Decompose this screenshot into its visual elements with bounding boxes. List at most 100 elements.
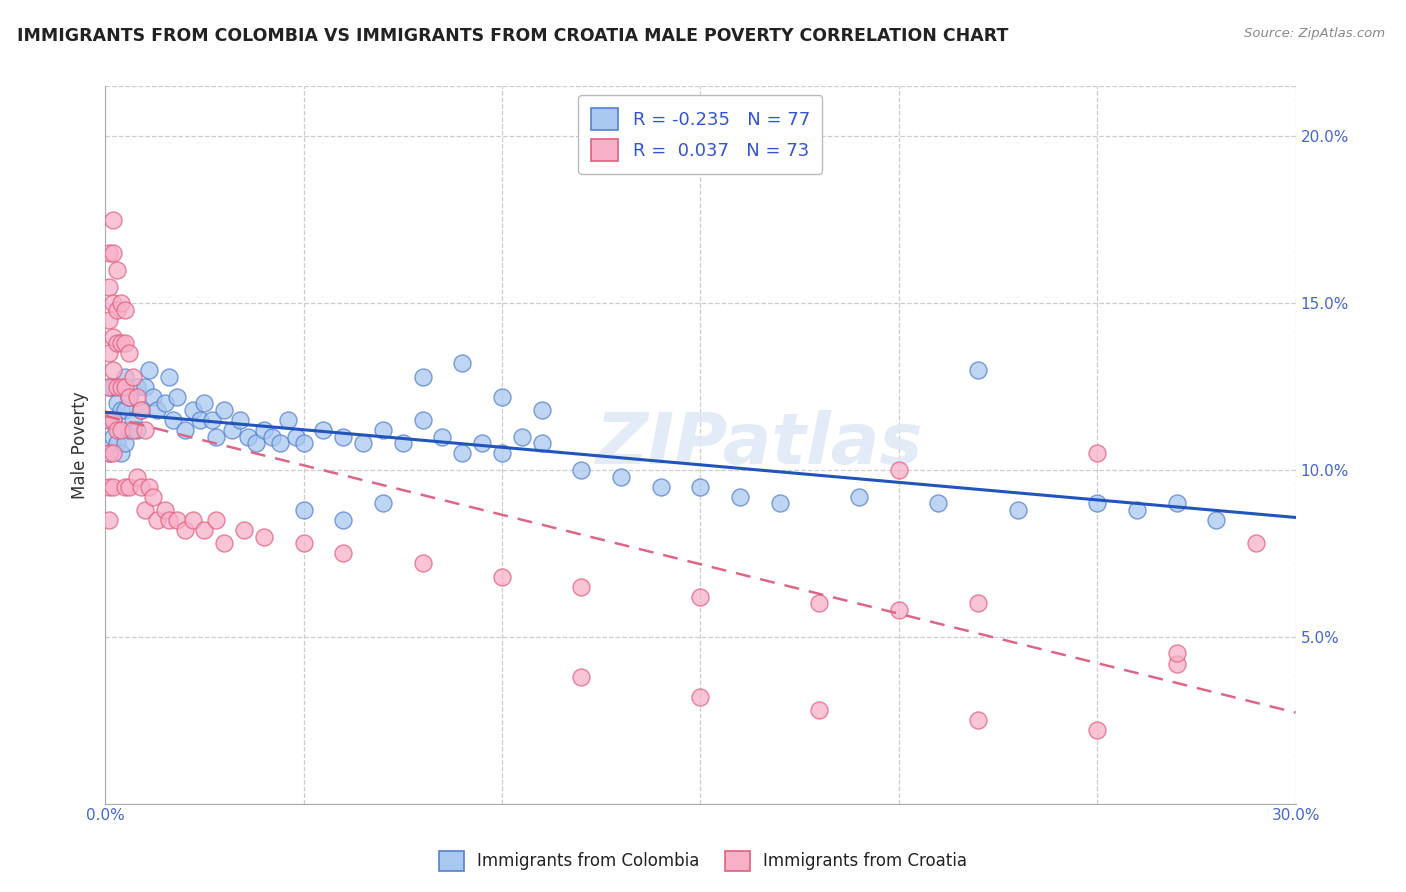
Point	[371, 496, 394, 510]
Point	[412, 413, 434, 427]
Point	[105, 436, 128, 450]
Point	[491, 570, 513, 584]
Point	[245, 436, 267, 450]
Point	[134, 379, 156, 393]
Point	[146, 513, 169, 527]
Point	[98, 413, 121, 427]
Point	[101, 246, 124, 260]
Point	[689, 590, 711, 604]
Point	[808, 597, 831, 611]
Point	[98, 480, 121, 494]
Point	[205, 513, 228, 527]
Point	[292, 503, 315, 517]
Point	[569, 670, 592, 684]
Point	[491, 446, 513, 460]
Point	[236, 430, 259, 444]
Point	[98, 513, 121, 527]
Point	[967, 713, 990, 727]
Point	[221, 423, 243, 437]
Point	[471, 436, 494, 450]
Point	[125, 390, 148, 404]
Point	[391, 436, 413, 450]
Point	[118, 346, 141, 360]
Point	[110, 296, 132, 310]
Point	[412, 557, 434, 571]
Point	[193, 396, 215, 410]
Point	[610, 469, 633, 483]
Point	[967, 597, 990, 611]
Point	[728, 490, 751, 504]
Point	[98, 313, 121, 327]
Point	[114, 369, 136, 384]
Point	[193, 523, 215, 537]
Point	[1166, 647, 1188, 661]
Point	[689, 480, 711, 494]
Point	[1166, 657, 1188, 671]
Point	[190, 413, 212, 427]
Point	[569, 580, 592, 594]
Point	[769, 496, 792, 510]
Point	[98, 446, 121, 460]
Point	[332, 430, 354, 444]
Point	[114, 336, 136, 351]
Point	[927, 496, 949, 510]
Point	[118, 423, 141, 437]
Point	[1085, 723, 1108, 738]
Point	[157, 513, 180, 527]
Point	[146, 403, 169, 417]
Point	[129, 480, 152, 494]
Point	[1126, 503, 1149, 517]
Point	[181, 403, 204, 417]
Point	[153, 503, 176, 517]
Point	[173, 523, 195, 537]
Point	[1205, 513, 1227, 527]
Point	[105, 379, 128, 393]
Point	[122, 423, 145, 437]
Point	[98, 446, 121, 460]
Point	[98, 279, 121, 293]
Point	[122, 369, 145, 384]
Point	[98, 413, 121, 427]
Point	[101, 296, 124, 310]
Point	[229, 413, 252, 427]
Point	[114, 480, 136, 494]
Point	[118, 390, 141, 404]
Point	[312, 423, 335, 437]
Point	[105, 396, 128, 410]
Point	[125, 423, 148, 437]
Point	[105, 336, 128, 351]
Point	[253, 423, 276, 437]
Point	[253, 530, 276, 544]
Point	[138, 363, 160, 377]
Y-axis label: Male Poverty: Male Poverty	[72, 392, 89, 499]
Point	[212, 403, 235, 417]
Point	[101, 329, 124, 343]
Point	[277, 413, 299, 427]
Point	[352, 436, 374, 450]
Point	[110, 379, 132, 393]
Point	[129, 403, 152, 417]
Text: IMMIGRANTS FROM COLOMBIA VS IMMIGRANTS FROM CROATIA MALE POVERTY CORRELATION CHA: IMMIGRANTS FROM COLOMBIA VS IMMIGRANTS F…	[17, 27, 1008, 45]
Point	[134, 503, 156, 517]
Point	[848, 490, 870, 504]
Point	[332, 513, 354, 527]
Point	[101, 480, 124, 494]
Point	[122, 413, 145, 427]
Point	[153, 396, 176, 410]
Point	[173, 423, 195, 437]
Point	[650, 480, 672, 494]
Point	[269, 436, 291, 450]
Point	[205, 430, 228, 444]
Point	[967, 363, 990, 377]
Point	[101, 413, 124, 427]
Point	[101, 446, 124, 460]
Point	[1244, 536, 1267, 550]
Point	[569, 463, 592, 477]
Point	[157, 369, 180, 384]
Point	[101, 363, 124, 377]
Point	[110, 446, 132, 460]
Point	[260, 430, 283, 444]
Point	[114, 379, 136, 393]
Point	[432, 430, 454, 444]
Point	[118, 390, 141, 404]
